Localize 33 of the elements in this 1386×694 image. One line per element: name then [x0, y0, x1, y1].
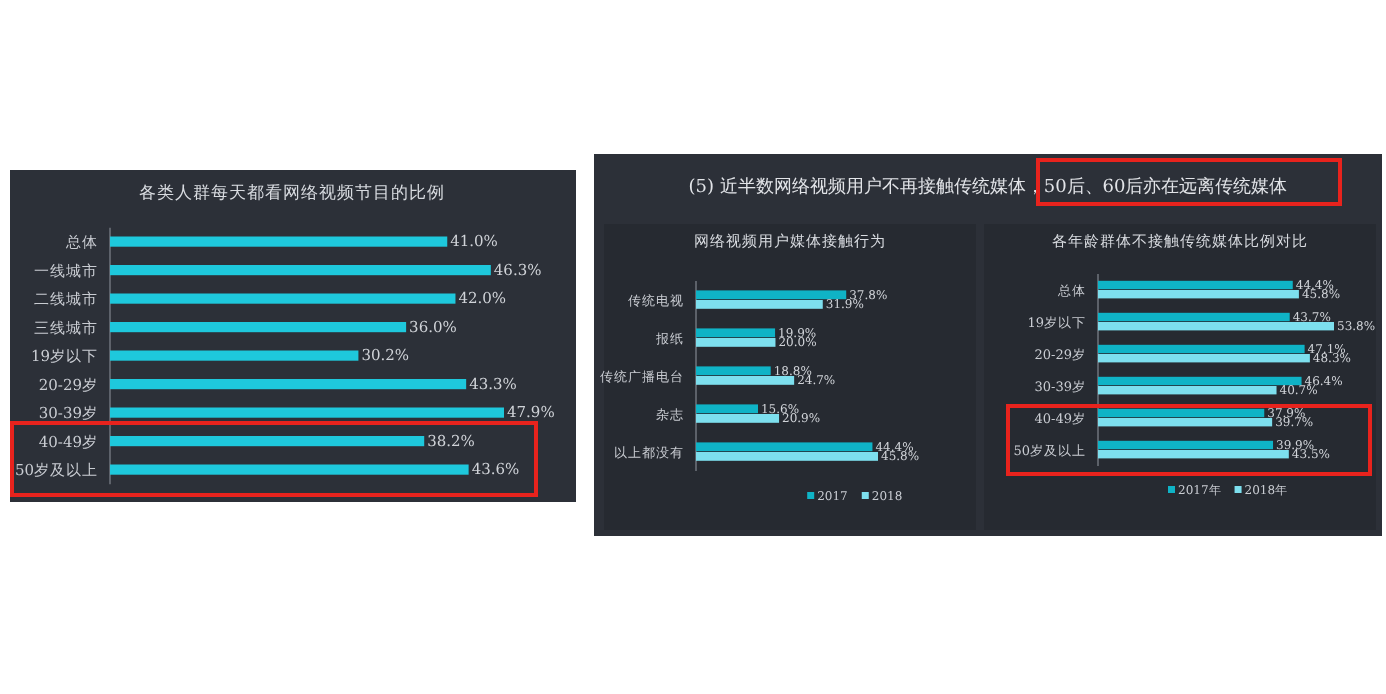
bar — [696, 328, 776, 338]
bar — [1098, 418, 1273, 427]
bar — [1098, 312, 1290, 322]
text: (5) 近半数网络视频用户不再接触传统媒体，50后、60后亦在远离传统媒体 — [688, 176, 1288, 198]
bar — [696, 290, 847, 300]
bar — [110, 379, 467, 390]
bar — [696, 442, 873, 452]
bar — [696, 404, 758, 414]
bar — [1098, 290, 1299, 299]
bar — [110, 293, 456, 304]
chart-title: 各类人群每天都看网络视频节目的比例 — [139, 182, 445, 204]
bar — [1098, 322, 1334, 331]
bar — [110, 436, 425, 447]
bar — [1098, 450, 1289, 459]
bar — [1098, 280, 1293, 290]
bar — [110, 464, 469, 475]
bar — [1098, 386, 1277, 395]
bar — [1098, 354, 1310, 363]
bar — [696, 452, 878, 461]
bar — [696, 300, 823, 309]
bar — [1098, 440, 1274, 450]
bar — [110, 350, 359, 361]
bar — [696, 338, 776, 347]
bar — [110, 236, 448, 247]
bar — [110, 322, 407, 333]
bar — [696, 376, 795, 385]
bar — [1098, 408, 1265, 418]
bar — [1098, 376, 1302, 386]
bar — [696, 414, 780, 423]
bar — [696, 366, 771, 376]
bar — [1098, 344, 1305, 354]
bar — [110, 407, 504, 418]
bar — [110, 265, 491, 276]
